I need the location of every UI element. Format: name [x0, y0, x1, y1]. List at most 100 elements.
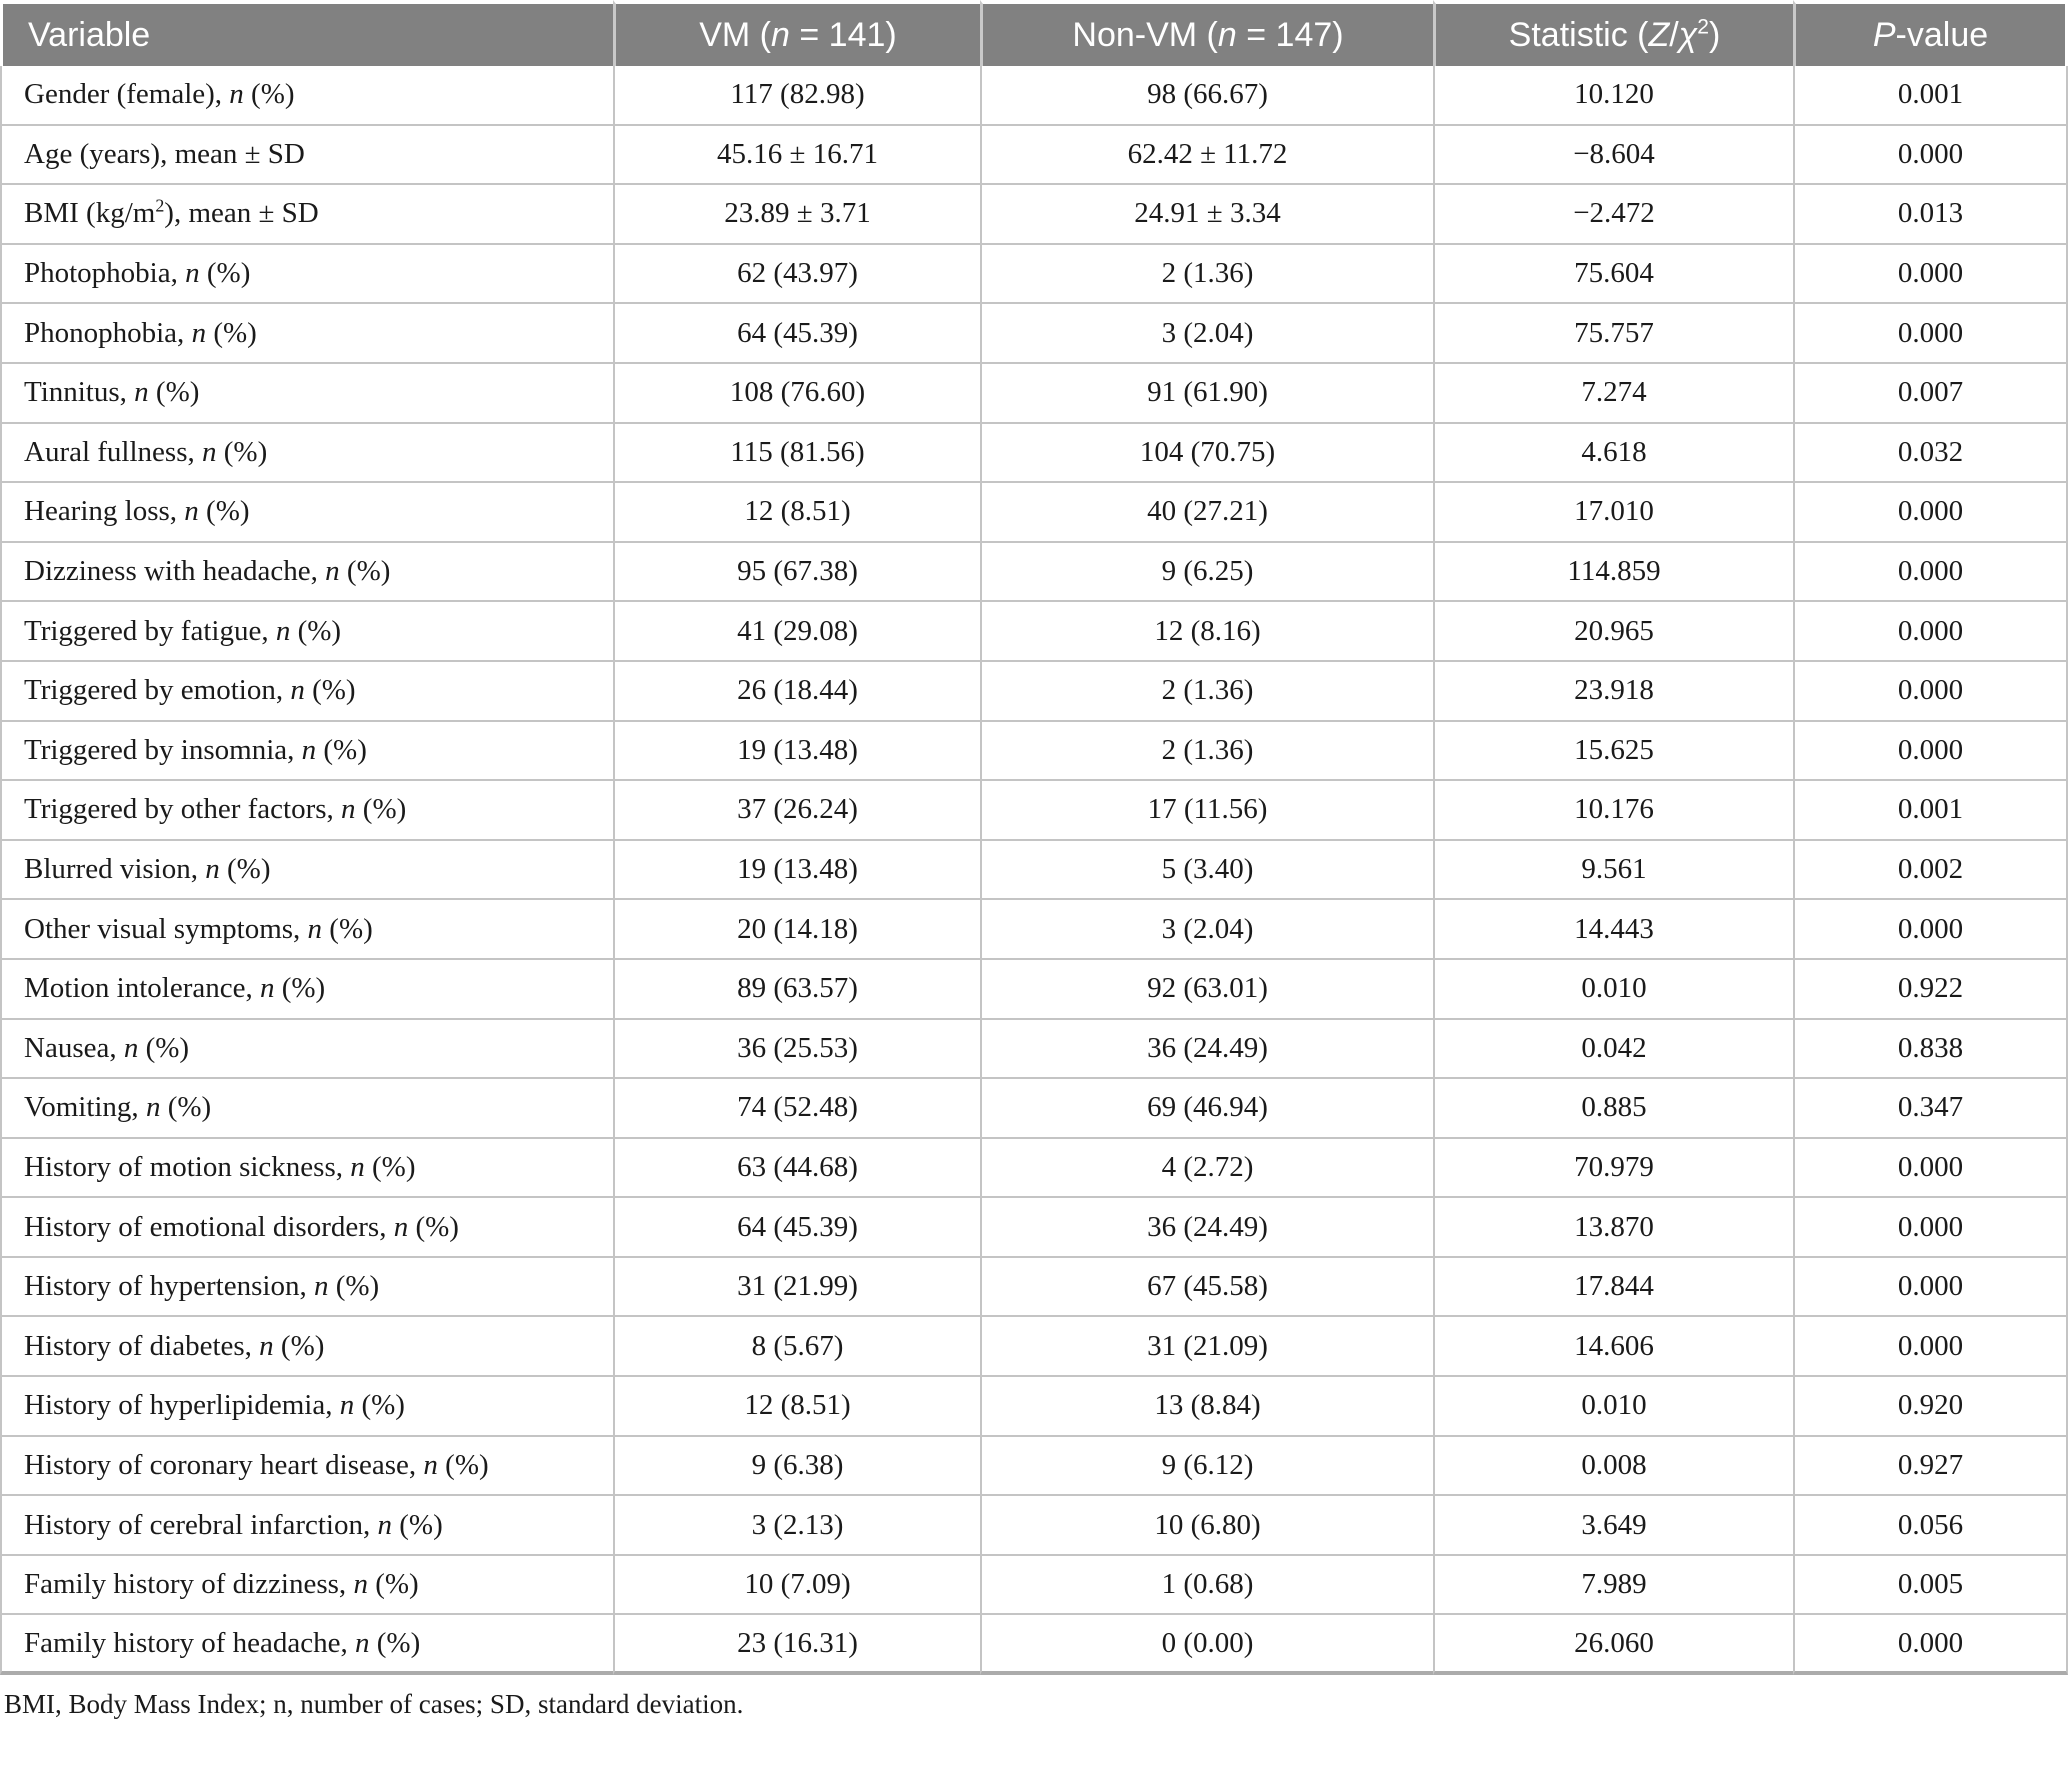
- vm-cell: 23 (16.31): [613, 1615, 980, 1676]
- table-row: Triggered by other factors, n (%) 37 (26.…: [0, 781, 2068, 841]
- table-row: BMI (kg/m2), mean ± SD 23.89 ± 3.71 24.91 …: [0, 185, 2068, 245]
- table-body: Gender (female), n (%) 117 (82.98) 98 (66.…: [0, 66, 2068, 1676]
- non-vm-cell: 0 (0.00): [980, 1615, 1433, 1676]
- p-value-cell: 0.000: [1793, 900, 2068, 960]
- table-row: History of diabetes, n (%) 8 (5.67) 31 (21…: [0, 1317, 2068, 1378]
- variable-cell: History of hyperlipidemia, n (%): [0, 1377, 613, 1437]
- table-row: Blurred vision, n (%) 19 (13.48) 5 (3.40) 9…: [0, 840, 2068, 901]
- p-value-cell: 0.000: [1793, 661, 2068, 722]
- variable-cell: Triggered by other factors, n (%): [0, 781, 613, 841]
- vm-cell: 9 (6.38): [613, 1436, 980, 1497]
- table-row: Family history of dizziness, n (%) 10 (7.…: [0, 1555, 2068, 1616]
- vm-cell: 10 (7.09): [613, 1555, 980, 1616]
- non-vm-cell: 98 (66.67): [980, 66, 1433, 126]
- statistic-cell: 3.649: [1433, 1496, 1793, 1556]
- non-vm-cell: 40 (27.21): [980, 483, 1433, 543]
- table-row: Triggered by insomnia, n (%) 19 (13.48) 2 …: [0, 721, 2068, 782]
- table-row: Triggered by fatigue, n (%) 41 (29.08) 12 …: [0, 602, 2068, 662]
- p-value-cell: 0.927: [1793, 1436, 2068, 1497]
- p-value-cell: 0.000: [1793, 1138, 2068, 1199]
- p-value-cell: 0.000: [1793, 304, 2068, 364]
- variable-cell: Other visual symptoms, n (%): [0, 900, 613, 960]
- variable-cell: History of cerebral infarction, n (%): [0, 1496, 613, 1556]
- vm-cell: 74 (52.48): [613, 1079, 980, 1139]
- variable-cell: Tinnitus, n (%): [0, 363, 613, 424]
- non-vm-cell: 2 (1.36): [980, 661, 1433, 722]
- table-row: History of emotional disorders, n (%) 64 …: [0, 1198, 2068, 1258]
- vm-cell: 115 (81.56): [613, 423, 980, 484]
- statistic-cell: 9.561: [1433, 840, 1793, 901]
- table-row: Vomiting, n (%) 74 (52.48) 69 (46.94) 0.885…: [0, 1079, 2068, 1139]
- statistic-cell: 70.979: [1433, 1138, 1793, 1199]
- statistic-cell: 0.008: [1433, 1436, 1793, 1497]
- variable-cell: Age (years), mean ± SD: [0, 125, 613, 186]
- vm-cell: 45.16 ± 16.71: [613, 125, 980, 186]
- vm-cell: 63 (44.68): [613, 1138, 980, 1199]
- vm-cell: 89 (63.57): [613, 959, 980, 1020]
- variable-cell: Triggered by emotion, n (%): [0, 661, 613, 722]
- table-row: Tinnitus, n (%) 108 (76.60) 91 (61.90) 7.27…: [0, 363, 2068, 424]
- statistic-cell: −8.604: [1433, 125, 1793, 186]
- statistic-cell: 4.618: [1433, 423, 1793, 484]
- non-vm-cell: 62.42 ± 11.72: [980, 125, 1433, 186]
- statistic-cell: 75.604: [1433, 244, 1793, 305]
- variable-cell: History of coronary heart disease, n (%): [0, 1436, 613, 1497]
- variable-cell: Photophobia, n (%): [0, 244, 613, 305]
- vm-cell: 117 (82.98): [613, 66, 980, 126]
- statistic-cell: 7.274: [1433, 363, 1793, 424]
- column-header-variable: Variable: [0, 0, 613, 66]
- variable-cell: Triggered by fatigue, n (%): [0, 602, 613, 662]
- p-value-cell: 0.000: [1793, 125, 2068, 186]
- statistic-cell: 0.010: [1433, 959, 1793, 1020]
- non-vm-cell: 3 (2.04): [980, 304, 1433, 364]
- vm-cell: 8 (5.67): [613, 1317, 980, 1378]
- vm-cell: 19 (13.48): [613, 721, 980, 782]
- statistic-cell: 75.757: [1433, 304, 1793, 364]
- variable-cell: Nausea, n (%): [0, 1019, 613, 1080]
- variable-cell: Family history of dizziness, n (%): [0, 1555, 613, 1616]
- variable-cell: Dizziness with headache, n (%): [0, 542, 613, 603]
- non-vm-cell: 2 (1.36): [980, 244, 1433, 305]
- non-vm-cell: 69 (46.94): [980, 1079, 1433, 1139]
- statistic-cell: 7.989: [1433, 1555, 1793, 1616]
- statistic-cell: 10.176: [1433, 781, 1793, 841]
- non-vm-cell: 12 (8.16): [980, 602, 1433, 662]
- statistic-cell: 0.042: [1433, 1019, 1793, 1080]
- header-row: Variable VM (n = 141) Non-VM (n = 147) S…: [0, 0, 2068, 66]
- statistic-cell: 10.120: [1433, 66, 1793, 126]
- table-row: Photophobia, n (%) 62 (43.97) 2 (1.36) 75.6…: [0, 244, 2068, 305]
- non-vm-cell: 4 (2.72): [980, 1138, 1433, 1199]
- variable-cell: Blurred vision, n (%): [0, 840, 613, 901]
- table-row: Dizziness with headache, n (%) 95 (67.38)…: [0, 542, 2068, 603]
- table-row: Nausea, n (%) 36 (25.53) 36 (24.49) 0.042 0.…: [0, 1019, 2068, 1080]
- non-vm-cell: 9 (6.12): [980, 1436, 1433, 1497]
- non-vm-cell: 104 (70.75): [980, 423, 1433, 484]
- table-row: Triggered by emotion, n (%) 26 (18.44) 2 (…: [0, 661, 2068, 722]
- p-value-cell: 0.007: [1793, 363, 2068, 424]
- statistic-cell: 20.965: [1433, 602, 1793, 662]
- statistic-cell: 0.885: [1433, 1079, 1793, 1139]
- p-value-cell: 0.032: [1793, 423, 2068, 484]
- non-vm-cell: 5 (3.40): [980, 840, 1433, 901]
- table-row: Family history of headache, n (%) 23 (16.…: [0, 1615, 2068, 1676]
- vm-cell: 20 (14.18): [613, 900, 980, 960]
- table-row: History of hyperlipidemia, n (%) 12 (8.51…: [0, 1377, 2068, 1437]
- vm-cell: 26 (18.44): [613, 661, 980, 722]
- p-value-cell: 0.013: [1793, 185, 2068, 245]
- vm-cell: 12 (8.51): [613, 483, 980, 543]
- non-vm-cell: 92 (63.01): [980, 959, 1433, 1020]
- statistic-cell: 26.060: [1433, 1615, 1793, 1676]
- variable-cell: Motion intolerance, n (%): [0, 959, 613, 1020]
- p-value-cell: 0.000: [1793, 542, 2068, 603]
- table-row: History of hypertension, n (%) 31 (21.99)…: [0, 1257, 2068, 1318]
- p-value-cell: 0.000: [1793, 1257, 2068, 1318]
- vm-cell: 64 (45.39): [613, 304, 980, 364]
- statistic-cell: 114.859: [1433, 542, 1793, 603]
- non-vm-cell: 1 (0.68): [980, 1555, 1433, 1616]
- p-value-cell: 0.005: [1793, 1555, 2068, 1616]
- statistic-cell: 17.844: [1433, 1257, 1793, 1318]
- p-value-cell: 0.000: [1793, 1198, 2068, 1258]
- p-value-cell: 0.000: [1793, 1317, 2068, 1378]
- vm-cell: 12 (8.51): [613, 1377, 980, 1437]
- table-footnote: BMI, Body Mass Index; n, number of cases…: [4, 1689, 744, 1720]
